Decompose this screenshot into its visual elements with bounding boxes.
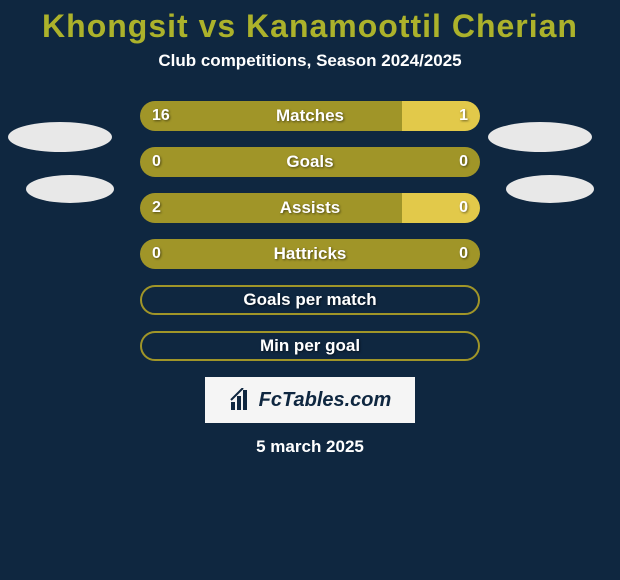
date-text: 5 march 2025 [0, 437, 620, 457]
player-photo-placeholder [488, 122, 592, 152]
stat-row: Min per goal [0, 331, 620, 361]
stat-row: Goals per match [0, 285, 620, 315]
stat-bar-left: 0 [140, 239, 480, 269]
stat-left-value: 0 [140, 153, 173, 171]
stat-left-value: 2 [140, 199, 173, 217]
stat-bar-left: 0 [140, 147, 480, 177]
stat-bar: 20 [140, 193, 480, 223]
page-title: Khongsit vs Kanamoottil Cherian [0, 0, 620, 45]
subtitle: Club competitions, Season 2024/2025 [0, 51, 620, 71]
player-photo-placeholder [506, 175, 594, 203]
stat-left-value: 0 [140, 245, 173, 263]
stat-right-value: 1 [447, 107, 480, 125]
stat-bar-right: 1 [402, 101, 480, 131]
stat-left-value: 16 [140, 107, 182, 125]
stat-right-value: 0 [447, 153, 480, 171]
stat-label: Min per goal [140, 331, 480, 361]
stat-label: Goals per match [140, 285, 480, 315]
stat-bar: 00 [140, 147, 480, 177]
stat-bar-left: 16 [140, 101, 402, 131]
logo-text: FcTables.com [259, 389, 392, 412]
stat-right-value: 0 [447, 245, 480, 263]
logo: FcTables.com [205, 377, 415, 423]
stat-row: 00Hattricks [0, 239, 620, 269]
player-photo-placeholder [8, 122, 112, 152]
player-photo-placeholder [26, 175, 114, 203]
stat-bar-left: 2 [140, 193, 402, 223]
chart-bars-icon [229, 388, 253, 412]
stat-bar: 16 1 [140, 101, 480, 131]
stat-bar: 00 [140, 239, 480, 269]
stat-right-value: 0 [447, 199, 480, 217]
stat-bar-right: 0 [402, 193, 480, 223]
